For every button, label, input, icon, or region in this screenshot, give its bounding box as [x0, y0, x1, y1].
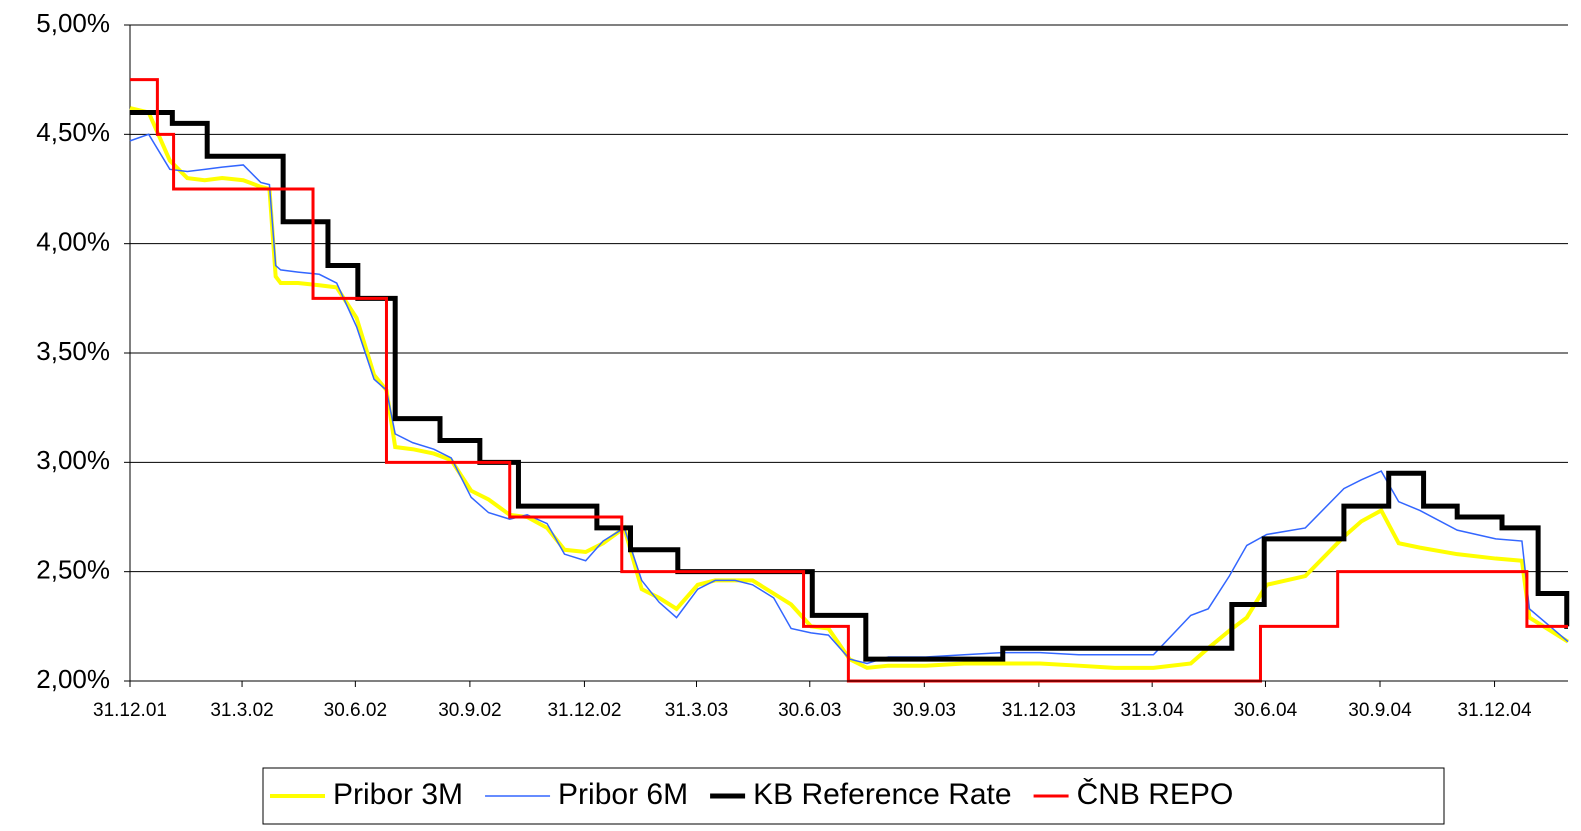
- legend-label: Pribor 6M: [558, 778, 688, 811]
- x-tick-label: 31.12.03: [1002, 700, 1076, 721]
- y-tick-label: 3,00%: [36, 445, 110, 475]
- series-line: [129, 106, 1570, 670]
- y-tick-label: 2,00%: [36, 664, 110, 694]
- series-line: [130, 109, 1570, 662]
- y-tick-label: 2,50%: [36, 555, 110, 585]
- y-tick-label: 5,00%: [36, 8, 110, 38]
- x-tick-label: 31.3.03: [665, 700, 728, 721]
- x-tick-label: 30.6.04: [1234, 700, 1298, 721]
- legend-label: KB Reference Rate: [753, 778, 1011, 811]
- x-tick-label: 30.9.03: [893, 700, 956, 721]
- x-tick-label: 30.9.04: [1348, 700, 1412, 721]
- x-tick-label: 31.12.04: [1458, 700, 1532, 721]
- x-tick-label: 30.6.03: [778, 700, 841, 721]
- y-tick-label: 4,50%: [36, 117, 110, 147]
- series-line: [129, 133, 1569, 665]
- series-line: [130, 78, 1568, 683]
- legend-box: [262, 767, 1445, 825]
- y-tick-label: 4,00%: [36, 227, 110, 257]
- y-tick-label: 3,50%: [36, 336, 110, 366]
- x-tick-label: 31.12.02: [547, 700, 621, 721]
- x-tick-label: 30.6.02: [324, 700, 387, 721]
- x-tick-label: 31.12.01: [93, 700, 167, 721]
- legend-label: Pribor 3M: [333, 778, 463, 811]
- legend-label: ČNB REPO: [1077, 777, 1234, 811]
- x-tick-label: 31.3.02: [210, 700, 273, 721]
- x-tick-label: 30.9.02: [438, 700, 501, 721]
- x-tick-label: 31.3.04: [1120, 700, 1184, 721]
